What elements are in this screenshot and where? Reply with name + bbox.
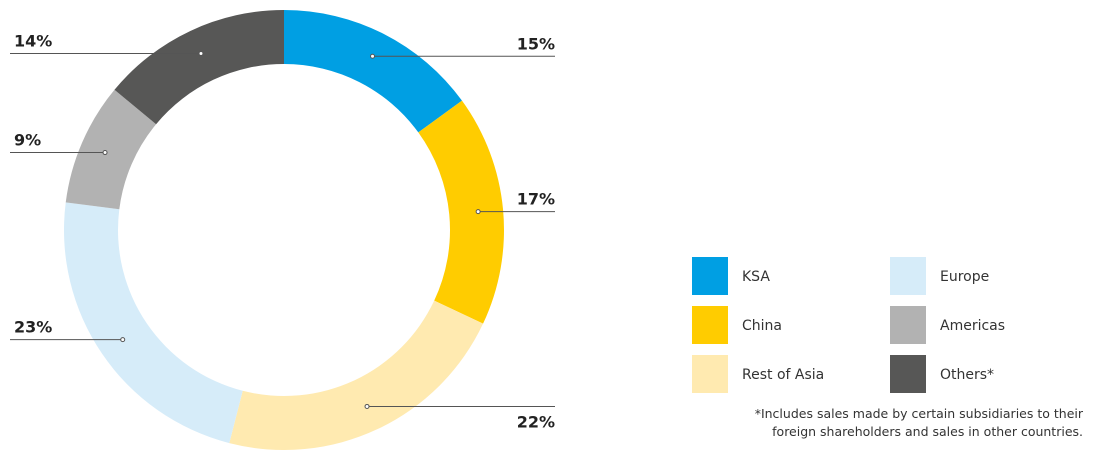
footnote: foreign shareholders and sales in other … (772, 424, 1083, 439)
slice (63, 202, 243, 444)
legend-label: KSA (742, 269, 770, 285)
data-label: 15% (517, 34, 555, 53)
legend-label: Americas (940, 318, 1005, 334)
leader-dot (370, 53, 376, 59)
legend-swatch (890, 257, 926, 295)
legend-swatch (890, 306, 926, 344)
leader-dot (364, 403, 370, 409)
data-label: 14% (14, 32, 52, 51)
legend-label: Others* (940, 367, 994, 383)
slice (284, 10, 462, 133)
data-label: 22% (517, 412, 555, 431)
data-label: 23% (14, 318, 52, 337)
legend-label: China (742, 318, 782, 334)
slice (65, 89, 157, 210)
data-label: 9% (14, 131, 41, 150)
data-label: 17% (517, 190, 555, 209)
slice (229, 300, 484, 450)
legend-swatch (692, 306, 728, 344)
legend-swatch (692, 257, 728, 295)
legend-swatch (890, 355, 926, 393)
leader-dot (475, 209, 481, 215)
leader-dot (102, 150, 108, 156)
legend-label: Rest of Asia (742, 367, 824, 383)
legend-swatch (692, 355, 728, 393)
leader-dot (120, 337, 126, 343)
legend-label: Europe (940, 269, 989, 285)
footnote: *Includes sales made by certain subsidia… (755, 406, 1084, 421)
slice (418, 100, 504, 324)
slice (114, 10, 284, 125)
leader-dot (198, 51, 204, 57)
